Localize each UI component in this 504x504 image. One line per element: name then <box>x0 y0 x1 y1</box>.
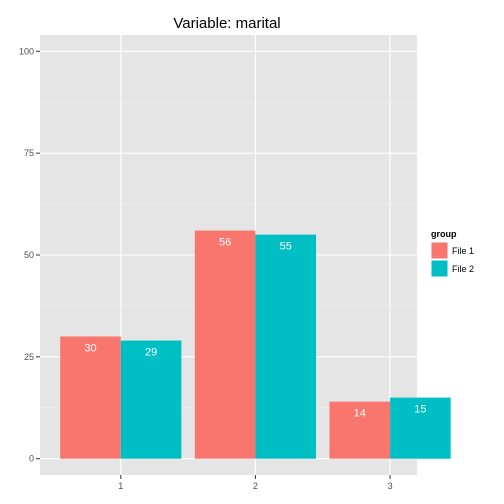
bars <box>60 230 451 459</box>
bar-value-label: 56 <box>219 237 231 249</box>
y-tick-label: 75 <box>24 148 34 158</box>
bar <box>329 401 391 459</box>
y-axis: 0 25 50 75 100 <box>19 46 40 464</box>
legend-key <box>430 241 449 260</box>
bar <box>390 397 451 459</box>
y-tick-label: 0 <box>29 454 34 464</box>
x-axis: 1 2 3 <box>118 475 393 491</box>
y-tick-label: 25 <box>24 352 34 362</box>
x-tick-label: 2 <box>253 481 258 491</box>
bar <box>194 230 256 459</box>
legend-label: File 1 <box>452 246 474 256</box>
bar-value-labels: 30 56 14 29 55 15 <box>84 237 426 420</box>
y-tick-label: 50 <box>24 250 34 260</box>
bar-value-label: 55 <box>280 241 292 253</box>
bar-value-label: 14 <box>354 408 366 420</box>
bar-value-label: 30 <box>84 342 96 354</box>
legend-title: group <box>431 229 457 239</box>
bar-value-label: 29 <box>145 347 157 359</box>
chart-title: Variable: marital <box>173 15 280 32</box>
legend-label: File 2 <box>452 264 474 274</box>
bar <box>60 336 121 459</box>
y-tick-label: 100 <box>19 46 34 56</box>
bar <box>255 234 317 459</box>
bar <box>120 340 182 459</box>
legend-key <box>430 259 449 278</box>
legend: group File 1 File 2 <box>430 229 474 278</box>
bar-value-label: 15 <box>414 404 426 416</box>
x-tick-label: 1 <box>118 481 123 491</box>
x-tick-label: 3 <box>388 481 393 491</box>
